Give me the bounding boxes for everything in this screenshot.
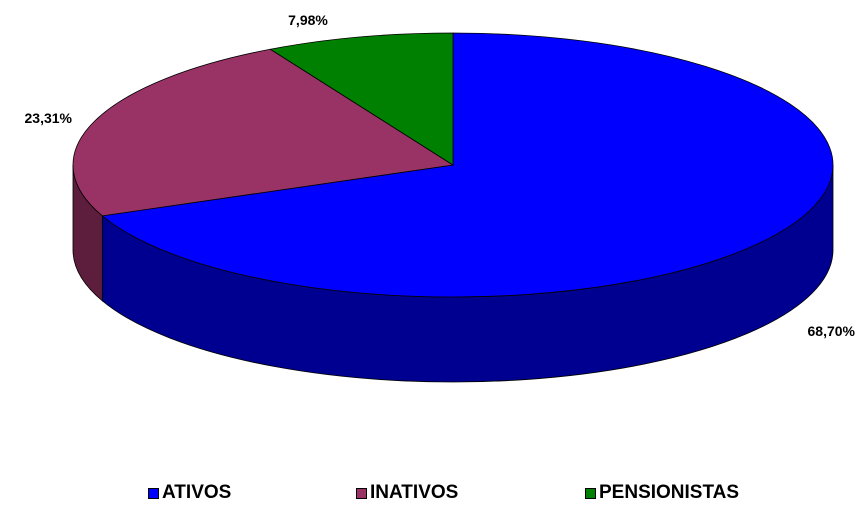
data-label-ativos: 68,70% (808, 323, 856, 339)
legend-swatch-ativos (148, 487, 159, 499)
pie-slices (72, 32, 834, 298)
legend-swatch-pensionistas (585, 487, 596, 499)
legend-item-ativos: ATIVOS (148, 478, 231, 508)
legend-item-pensionistas: PENSIONISTAS (585, 478, 739, 508)
pie-slice-inativos (72, 48, 455, 217)
data-label-pensionistas: 7,98% (288, 12, 328, 28)
legend-label-inativos: INATIVOS (370, 482, 459, 503)
legend-swatch-inativos (356, 487, 367, 499)
data-labels: 68,70% 23,31% 7,98% (25, 12, 856, 339)
legend: ATIVOS INATIVOS PENSIONISTAS (0, 478, 856, 508)
legend-label-pensionistas: PENSIONISTAS (599, 482, 740, 503)
data-label-inativos: 23,31% (25, 110, 73, 126)
legend-label-ativos: ATIVOS (162, 482, 232, 503)
pie-slice-ativos (101, 32, 834, 298)
legend-item-inativos: INATIVOS (356, 478, 458, 508)
pie-slice-pensionistas (269, 32, 454, 166)
